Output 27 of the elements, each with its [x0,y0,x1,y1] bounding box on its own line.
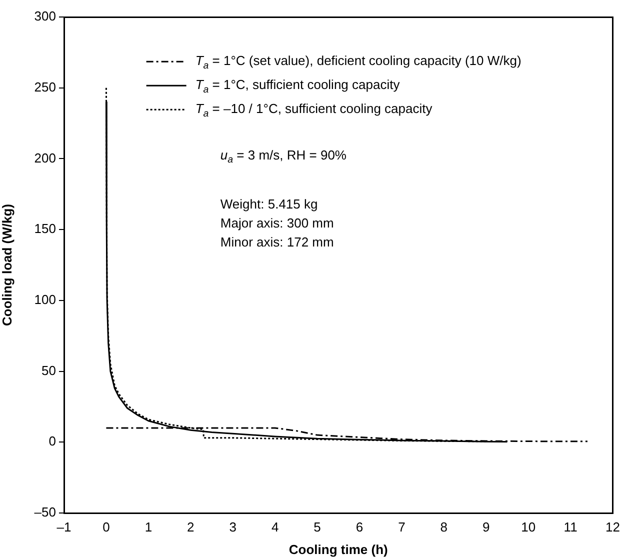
x-tick-label: 12 [606,519,620,534]
x-tick-label: 2 [187,519,194,534]
y-tick-label: 150 [34,221,56,236]
y-tick-label: 300 [34,8,56,24]
x-tick-label: 10 [521,519,536,534]
x-tick-label: 3 [229,519,236,534]
x-tick-label: 1 [144,519,152,534]
y-tick-label: 0 [48,434,56,449]
x-axis-title: Cooling time (h) [288,542,388,557]
y-tick-label: –50 [34,504,56,520]
annotation: Minor axis: 172 mm [220,234,334,250]
x-tick-label: 0 [102,519,110,534]
y-tick-label: 250 [34,79,56,94]
x-tick-label: 6 [356,519,364,534]
x-tick-label: 7 [398,519,406,534]
x-tick-label: 9 [482,519,490,534]
y-tick-label: 100 [34,292,56,308]
annotation: Major axis: 300 mm [220,215,334,230]
x-tick-label: 4 [271,519,279,534]
x-tick-label: –1 [56,519,72,534]
y-axis-title: Cooling load (W/kg) [0,204,14,326]
annotation: Weight: 5.415 kg [220,196,318,212]
x-tick-label: 8 [440,519,448,534]
x-tick-label: 5 [314,519,321,534]
x-tick-label: 11 [564,519,578,534]
y-tick-label: 200 [34,150,56,166]
y-tick-label: 50 [42,362,56,378]
